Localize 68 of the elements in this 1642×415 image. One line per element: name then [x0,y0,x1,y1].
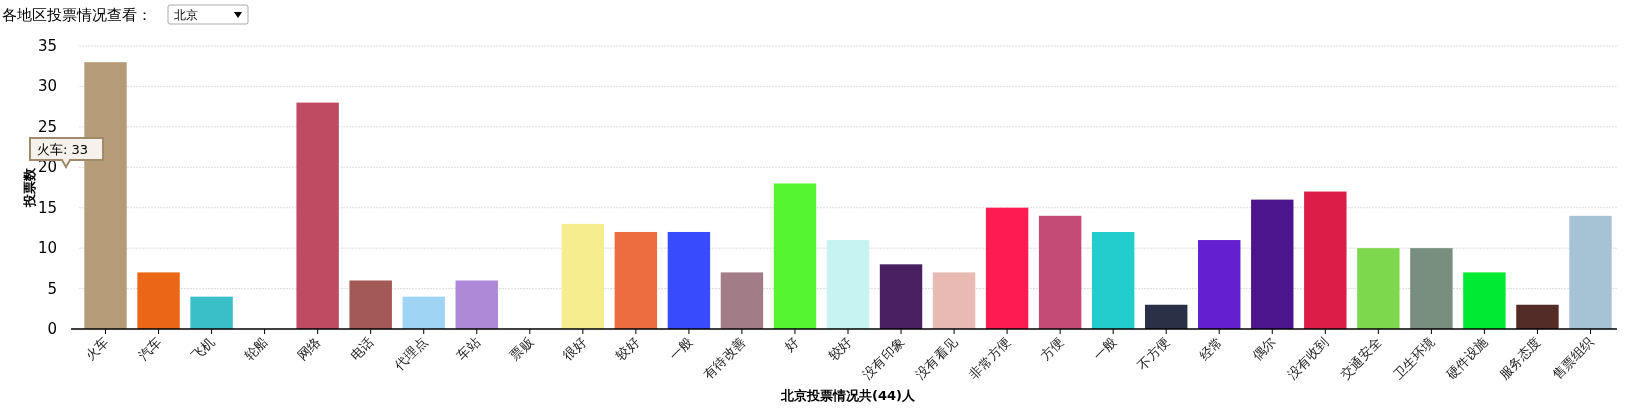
chart-title: 各地区投票情况查看： [2,6,152,24]
x-tick-label: 网络 [294,334,324,364]
bar [1038,215,1082,329]
x-axis-title: 北京投票情况共(44)人 [780,388,916,403]
x-tick-label: 较好 [612,334,642,364]
y-tick-label: 35 [37,37,57,55]
x-tick-label: 没有收到 [1284,334,1332,382]
x-tick-label: 火车 [82,334,112,364]
bar [455,280,498,329]
bar [667,231,711,329]
x-tick-label: 卫生环境 [1390,334,1438,382]
bar [1144,304,1188,329]
bar [985,207,1029,329]
bar [1198,240,1241,329]
bar [402,296,445,329]
x-tick-label: 没有看见 [912,334,961,382]
x-tick-label: 售票组织 [1549,334,1597,382]
x-tick-label: 汽车 [135,334,165,364]
bar [296,102,339,329]
bar [1410,248,1453,329]
x-tick-label: 不方便 [1134,334,1173,373]
chart-subtitle: 北京 [174,8,198,22]
x-tick-label: 没有印象 [859,334,908,382]
bar [1516,304,1559,329]
bar [561,223,605,329]
x-tick-label: 偶尔 [1249,334,1279,364]
y-tick-label: 25 [37,117,57,136]
x-tick-label: 经常 [1196,334,1226,364]
x-tick-label: 有待改善 [700,334,749,382]
x-tick-label: 票贩 [506,334,536,364]
select: 北京 [167,4,249,25]
bar [1304,191,1347,329]
x-tick-label: 服务态度 [1496,334,1544,382]
bar [190,296,233,329]
x-tick-label: 一般 [666,334,696,364]
x-tick-label: 较好 [825,334,855,364]
bar [879,264,923,329]
annotation: 火车: 33 [37,142,89,157]
x-tick-label: 非常方便 [965,334,1014,382]
x-tick-label: 一般 [1090,334,1120,364]
x-tick-label: 车站 [453,334,483,364]
x-tick-label: 飞机 [188,334,218,364]
bar [1357,248,1400,329]
x-tick-label: 硬件设施 [1443,334,1491,382]
y-tick-label: 10 [37,239,57,258]
x-tick-label: 交通安全 [1337,334,1385,382]
y-tick-label: 30 [37,77,57,96]
x-tick-label: 方便 [1037,334,1067,364]
bar [1091,231,1135,329]
y-tick-label: 5 [47,279,57,298]
bar [720,272,764,329]
x-tick-label: 很好 [559,334,589,364]
x-tick-label: 代理点 [390,334,430,374]
x-tick-label: 轮船 [241,334,271,364]
bar [826,240,870,329]
y-axis-title: 投票数 [22,167,37,208]
bar [349,280,392,329]
bar [1463,272,1506,329]
bar [1251,199,1294,329]
bar [932,272,976,329]
bar [1569,215,1612,329]
bar [614,231,658,329]
bar [137,272,180,329]
bar [773,183,817,329]
y-tick-label: 15 [37,198,57,217]
y-tick-label: 0 [47,320,57,338]
x-tick-label: 好 [781,334,802,355]
x-tick-label: 电话 [347,334,377,364]
